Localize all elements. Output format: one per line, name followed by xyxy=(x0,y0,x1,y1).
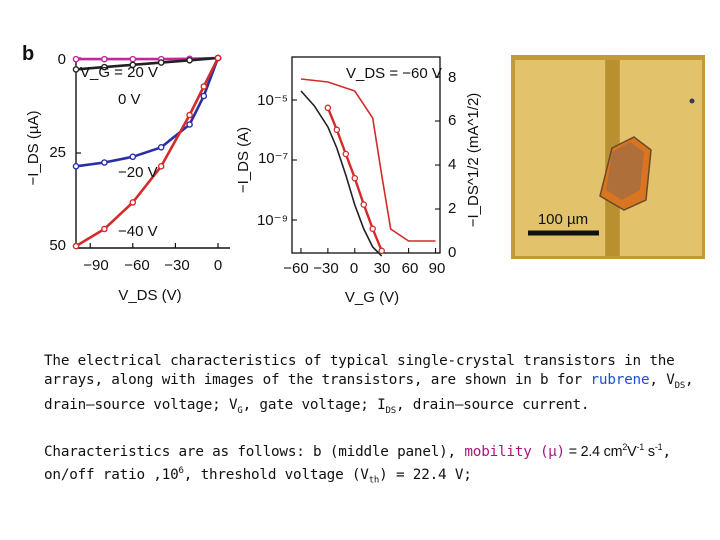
output-point-3-4 xyxy=(186,111,193,119)
transfer-point-4 xyxy=(360,201,368,208)
panel-label: b xyxy=(22,43,34,65)
electrode-left xyxy=(515,60,605,256)
output-point-0-0 xyxy=(72,55,80,63)
output-point-3-3 xyxy=(157,162,165,170)
scale-bar-label: 100 µm xyxy=(538,211,588,228)
output-chart: 0 25 50 −90 −60 −30 0 V_DS (V) −I_DS (µA… xyxy=(25,51,230,304)
output-point-1-3 xyxy=(157,59,165,66)
transfer-y-label: −I_DS (A) xyxy=(235,127,252,193)
output-point-1-4 xyxy=(186,56,193,64)
output-point-3-1 xyxy=(101,225,108,233)
output-point-0-1 xyxy=(101,55,108,63)
transfer-x-tick-30: 30 xyxy=(374,260,391,277)
transfer-y2-label: −I_DS^1/2 (mA^1/2) xyxy=(465,93,482,228)
output-annotation-m20v: −20 V xyxy=(118,164,158,181)
transfer-x-tick-90: 90 xyxy=(429,260,446,277)
crystal-center xyxy=(606,142,644,200)
transfer-x-label: V_G (V) xyxy=(345,289,399,306)
transfer-x-tick-0: 0 xyxy=(350,260,358,277)
output-point-2-4 xyxy=(186,121,193,128)
output-annotation-vg20: V_G = 20 V xyxy=(80,64,158,81)
transfer-y-tick-1e-5: 10⁻⁵ xyxy=(257,92,288,109)
transfer-frame xyxy=(291,56,441,254)
output-point-0-2 xyxy=(129,55,137,63)
transfer-y2-tick-6: 6 xyxy=(448,112,456,129)
transfer-point-3 xyxy=(351,174,359,182)
transfer-x-tick-m30: −30 xyxy=(313,260,338,277)
output-y-tick-0: 0 xyxy=(58,51,66,68)
rubrene-link[interactable]: rubrene xyxy=(590,372,650,388)
output-y-tick-25: 25 xyxy=(49,144,66,161)
transfer-annotation: V_DS = −60 V xyxy=(346,65,442,82)
output-point-3-5 xyxy=(200,83,208,90)
output-point-2-0 xyxy=(72,162,80,170)
micrograph-speck xyxy=(689,98,695,104)
transfer-series-1 xyxy=(300,90,383,257)
output-series-1 xyxy=(75,56,219,71)
transfer-y2-tick-8: 8 xyxy=(448,69,456,86)
output-point-1-1 xyxy=(101,63,108,71)
transfer-point-2 xyxy=(342,150,350,158)
output-annotation-m40v: −40 V xyxy=(118,223,158,240)
output-point-1-2 xyxy=(129,61,137,69)
transfer-point-6 xyxy=(378,247,385,255)
transfer-x-tick-m60: −60 xyxy=(283,260,308,277)
output-point-2-2 xyxy=(129,153,137,161)
output-point-2-3 xyxy=(157,143,165,151)
output-x-label: V_DS (V) xyxy=(118,287,181,304)
output-point-3-6 xyxy=(214,54,222,62)
transfer-point-0 xyxy=(324,104,332,112)
transfer-y2-tick-4: 4 xyxy=(448,156,456,173)
caption-paragraph-1: The electrical characteristics of typica… xyxy=(44,353,694,416)
transfer-point-1 xyxy=(333,126,341,134)
transfer-point-5 xyxy=(369,225,376,233)
transfer-y2-tick-0: 0 xyxy=(448,244,456,261)
transfer-series-0 xyxy=(300,78,436,242)
output-point-1-0 xyxy=(72,66,80,73)
transfer-y-tick-1e-7: 10⁻⁷ xyxy=(258,150,288,167)
output-x-tick-m30: −30 xyxy=(164,257,189,274)
output-x-tick-m90: −90 xyxy=(83,257,108,274)
output-point-2-1 xyxy=(101,159,108,166)
caption-paragraph-2: Characteristics are as follows: b (middl… xyxy=(44,442,671,486)
output-point-2-5 xyxy=(200,92,208,100)
output-point-3-0 xyxy=(72,242,80,250)
transfer-chart: V_DS = −60 V 10⁻⁵ 10⁻⁷ 10⁻⁹ 8 6 4 2 0 −6… xyxy=(235,56,482,306)
output-x-tick-0: 0 xyxy=(214,257,222,274)
output-x-tick-m60: −60 xyxy=(124,257,149,274)
transfer-y-tick-1e-9: 10⁻⁹ xyxy=(257,212,288,229)
output-annotation-0v: 0 V xyxy=(118,91,141,108)
output-y-label: −I_DS (µA) xyxy=(25,111,42,186)
mobility-link[interactable]: mobility (µ) xyxy=(464,443,565,460)
output-y-tick-50: 50 xyxy=(49,237,66,254)
transfer-x-tick-60: 60 xyxy=(402,260,419,277)
output-point-3-2 xyxy=(129,199,137,206)
transfer-y2-tick-2: 2 xyxy=(448,200,456,217)
micrograph: 100 µm xyxy=(511,55,705,259)
